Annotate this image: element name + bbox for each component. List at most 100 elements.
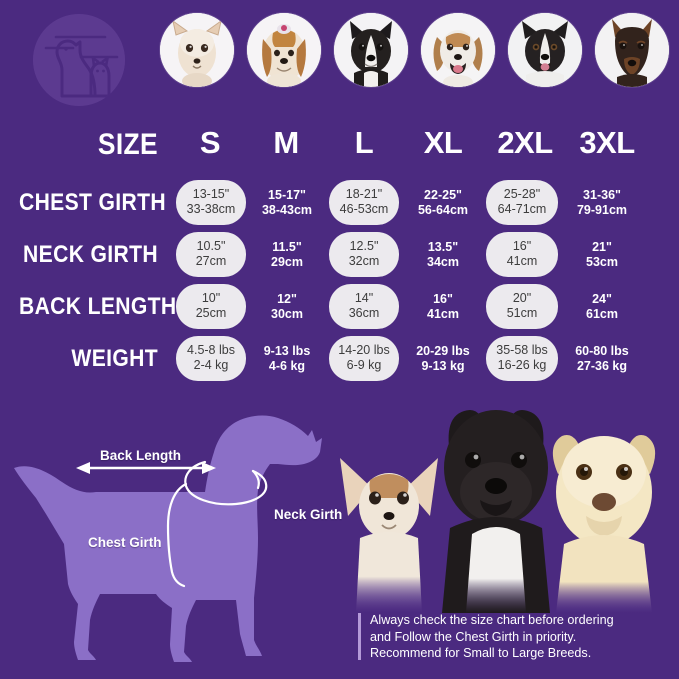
breed-photo-beagle: [421, 13, 495, 87]
cell-neck-girth-xl: 13.5" 34cm: [407, 232, 479, 270]
measurement-diagram: [0, 394, 345, 679]
cell-line2: 61cm: [586, 307, 618, 321]
cell-neck-girth-l: 12.5" 32cm: [329, 232, 399, 277]
cell-back-length-2xl: 20" 51cm: [486, 284, 558, 329]
cell-line1: 13-15": [192, 187, 230, 201]
cell-back-length-m: 12" 30cm: [252, 284, 322, 322]
column-header-m: M: [273, 125, 299, 160]
cell-neck-girth-3xl: 21" 53cm: [566, 232, 638, 270]
cell-line1: 60-80 lbs: [575, 344, 629, 358]
breed-photo-boston-terrier: [334, 13, 408, 87]
cell-weight-xl: 20-29 lbs 9-13 kg: [407, 336, 479, 374]
cell-chest-girth-m: 15-17" 38-43cm: [252, 180, 322, 218]
cell-weight-m: 9-13 lbs 4-6 kg: [252, 336, 322, 374]
cell-line2: 41cm: [427, 307, 459, 321]
cell-line2: 30cm: [271, 307, 303, 321]
cell-line1: 22-25": [424, 188, 462, 202]
row-label-chest-girth: CHEST GIRTH: [18, 189, 166, 216]
row-label-weight: WEIGHT: [71, 345, 158, 372]
column-header-l: L: [354, 125, 374, 160]
cell-line2: 53cm: [586, 255, 618, 269]
breed-photo-chihuahua: [160, 13, 234, 87]
neck-girth-guide: [184, 460, 268, 506]
chest-girth-label: Chest Girth: [88, 535, 162, 550]
cell-chest-girth-2xl: 25-28" 64-71cm: [486, 180, 558, 225]
cell-line2: 51cm: [506, 306, 538, 320]
cell-line1: 16": [433, 292, 453, 306]
cell-chest-girth-3xl: 31-36" 79-91cm: [566, 180, 638, 218]
cell-line1: 35-58 lbs: [496, 343, 548, 357]
cell-line2: 16-26 kg: [497, 358, 547, 372]
cell-line2: 41cm: [506, 254, 538, 268]
cell-line1: 24": [592, 292, 612, 306]
cell-line2: 36cm: [348, 306, 380, 320]
cell-line1: 16": [512, 239, 532, 253]
chest-girth-guide: [166, 482, 188, 588]
cell-line1: 10.5": [196, 239, 226, 253]
note-block: Always check the size chart before order…: [358, 612, 658, 664]
cell-weight-3xl: 60-80 lbs 27-36 kg: [566, 336, 638, 374]
column-header-2xl: 2XL: [497, 125, 553, 160]
cell-neck-girth-s: 10.5" 27cm: [176, 232, 246, 277]
breed-photo-group-bottom: [330, 388, 679, 613]
note-accent-bar: [358, 613, 361, 660]
size-table: SIZE S M L XL 2XL 3XL CHEST GIRTH 13-15"…: [0, 112, 679, 394]
cell-line2: 38-43cm: [261, 203, 313, 217]
cell-line1: 15-17": [268, 188, 306, 202]
breed-photo-strip: [160, 13, 670, 107]
cell-line2: 27-36 kg: [576, 359, 628, 373]
cell-line1: 14-20 lbs: [338, 343, 390, 357]
cell-line1: 12": [277, 292, 297, 306]
photo-labrador-retriever: [552, 435, 656, 613]
cell-neck-girth-2xl: 16" 41cm: [486, 232, 558, 277]
table-title: SIZE: [97, 128, 158, 161]
cell-line2: 32cm: [348, 254, 380, 268]
note-line-1: Always check the size chart before order…: [370, 613, 614, 627]
cell-line2: 2-4 kg: [193, 358, 229, 372]
row-label-back-length: BACK LENGTH: [18, 293, 177, 320]
dog-and-cat-logo: [33, 14, 125, 106]
cell-chest-girth-l: 18-21" 46-53cm: [329, 180, 399, 225]
photo-chihuahua: [340, 458, 438, 613]
cell-line1: 10": [201, 291, 221, 305]
cell-back-length-s: 10" 25cm: [176, 284, 246, 329]
cell-line2: 79-91cm: [576, 203, 628, 217]
back-length-arrow: [76, 462, 216, 474]
cell-line2: 64-71cm: [497, 202, 547, 216]
cell-neck-girth-m: 11.5" 29cm: [252, 232, 322, 270]
cell-line2: 56-64cm: [417, 203, 469, 217]
cell-line2: 29cm: [271, 255, 303, 269]
cell-line1: 11.5": [272, 240, 302, 254]
cell-line1: 9-13 lbs: [263, 344, 311, 358]
cell-line1: 20-29 lbs: [416, 344, 470, 358]
photo-french-bulldog: [442, 410, 550, 613]
cell-line1: 25-28": [503, 187, 541, 201]
cell-line2: 33-38cm: [186, 202, 236, 216]
cell-line1: 31-36": [583, 188, 621, 202]
column-header-xl: XL: [423, 125, 463, 160]
cell-line1: 14": [354, 291, 374, 305]
column-header-s: S: [199, 125, 221, 160]
back-length-label: Back Length: [100, 448, 182, 463]
note-text: Always check the size chart before order…: [370, 612, 660, 662]
note-line-2: and Follow the Chest Girth in priority.: [370, 629, 577, 644]
cell-line2: 25cm: [195, 306, 227, 320]
breed-photo-shih-tzu: [247, 13, 321, 87]
cell-back-length-l: 14" 36cm: [329, 284, 399, 329]
column-header-3xl: 3XL: [579, 125, 635, 160]
cell-chest-girth-xl: 22-25" 56-64cm: [407, 180, 479, 218]
cell-line2: 46-53cm: [339, 202, 389, 216]
row-label-neck-girth: NECK GIRTH: [23, 241, 158, 268]
cell-weight-2xl: 35-58 lbs 16-26 kg: [486, 336, 558, 381]
cell-line1: 21": [592, 240, 612, 254]
cell-line1: 13.5": [427, 240, 459, 254]
cell-line2: 6-9 kg: [346, 358, 382, 372]
cell-line2: 9-13 kg: [421, 359, 465, 373]
breed-photo-doberman: [595, 13, 669, 87]
cell-line2: 4-6 kg: [268, 359, 306, 373]
cell-line1: 12.5": [349, 239, 379, 253]
note-line-3: Recommend for Small to Large Breeds.: [370, 646, 592, 661]
cell-line1: 18-21": [345, 187, 383, 201]
cell-weight-l: 14-20 lbs 6-9 kg: [329, 336, 399, 381]
